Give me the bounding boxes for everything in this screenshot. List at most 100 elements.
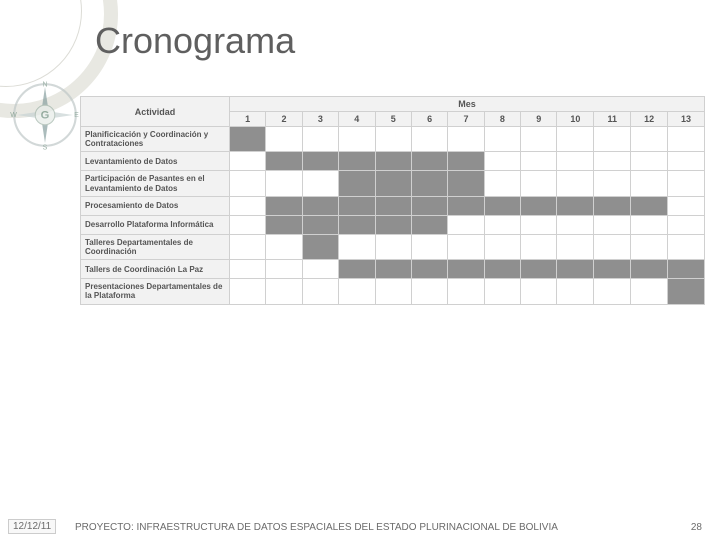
gantt-cell (375, 260, 411, 279)
gantt-cell (411, 279, 447, 304)
month-col: 4 (339, 112, 375, 127)
month-col: 10 (557, 112, 594, 127)
gantt-cell (375, 171, 411, 196)
gantt-cell (594, 260, 631, 279)
month-col: 12 (631, 112, 668, 127)
month-col: 3 (302, 112, 338, 127)
activity-label: Planificicación y Coordinación y Contrat… (81, 127, 230, 152)
gantt-cell (339, 260, 375, 279)
activity-label: Talleres Departamentales de Coordinación (81, 234, 230, 259)
activity-label: Desarrollo Plataforma Informática (81, 215, 230, 234)
gantt-cell (229, 196, 265, 215)
gantt-cell (375, 279, 411, 304)
gantt-cell (448, 171, 484, 196)
gantt-cell (266, 196, 302, 215)
gantt-cell (339, 215, 375, 234)
gantt-cell (375, 196, 411, 215)
gantt-cell (631, 152, 668, 171)
activity-header: Actividad (81, 97, 230, 127)
gantt-cell (521, 260, 557, 279)
gantt-row: Levantamiento de Datos (81, 152, 705, 171)
gantt-cell (668, 215, 705, 234)
gantt-cell (484, 279, 520, 304)
gantt-cell (339, 196, 375, 215)
gantt-cell (557, 234, 594, 259)
gantt-cell (631, 215, 668, 234)
gantt-cell (557, 152, 594, 171)
activity-label: Levantamiento de Datos (81, 152, 230, 171)
compass-n: N (42, 81, 47, 88)
gantt-cell (448, 196, 484, 215)
gantt-cell (266, 127, 302, 152)
gantt-cell (411, 234, 447, 259)
month-col: 8 (484, 112, 520, 127)
gantt-row: Presentaciones Departamentales de la Pla… (81, 279, 705, 304)
gantt-cell (375, 152, 411, 171)
gantt-cell (411, 127, 447, 152)
gantt-cell (448, 279, 484, 304)
gantt-cell (594, 152, 631, 171)
gantt-cell (411, 171, 447, 196)
month-col: 1 (229, 112, 265, 127)
gantt-cell (448, 234, 484, 259)
gantt-cell (266, 171, 302, 196)
gantt-head: Actividad Mes 12345678910111213 (81, 97, 705, 127)
gantt-cell (631, 260, 668, 279)
gantt-cell (521, 234, 557, 259)
gantt-cell (557, 196, 594, 215)
gantt-cell (339, 234, 375, 259)
gantt-cell (668, 171, 705, 196)
month-col: 9 (521, 112, 557, 127)
gantt-cell (448, 260, 484, 279)
compass-w: W (10, 112, 17, 119)
gantt-cell (594, 279, 631, 304)
gantt-cell (302, 279, 338, 304)
gantt-cell (229, 215, 265, 234)
gantt-cell (229, 260, 265, 279)
gantt-row: Participación de Pasantes en el Levantam… (81, 171, 705, 196)
gantt-row: Planificicación y Coordinación y Contrat… (81, 127, 705, 152)
gantt-cell (557, 215, 594, 234)
gantt-row: Procesamiento de Datos (81, 196, 705, 215)
gantt-cell (266, 152, 302, 171)
gantt-cell (375, 215, 411, 234)
gantt-cell (229, 127, 265, 152)
gantt-cell (411, 196, 447, 215)
gantt-cell (266, 215, 302, 234)
gantt-cell (594, 215, 631, 234)
month-col: 11 (594, 112, 631, 127)
gantt-cell (411, 260, 447, 279)
gantt-row: Tallers de Coordinación La Paz (81, 260, 705, 279)
month-col: 6 (411, 112, 447, 127)
gantt-cell (668, 152, 705, 171)
compass-s: S (43, 144, 48, 150)
month-col: 7 (448, 112, 484, 127)
gantt-cell (302, 196, 338, 215)
gantt-cell (557, 279, 594, 304)
gantt-cell (484, 260, 520, 279)
gantt-cell (448, 127, 484, 152)
page-number: 28 (691, 522, 702, 533)
gantt-cell (375, 234, 411, 259)
gantt-cell (484, 196, 520, 215)
gantt-cell (229, 234, 265, 259)
activity-label: Presentaciones Departamentales de la Pla… (81, 279, 230, 304)
gantt-cell (521, 215, 557, 234)
gantt-cell (484, 215, 520, 234)
footer-text: PROYECTO: INFRAESTRUCTURA DE DATOS ESPAC… (75, 522, 558, 533)
page-title: Cronograma (95, 20, 295, 62)
gantt-cell (375, 127, 411, 152)
gantt-cell (557, 171, 594, 196)
gantt-cell (484, 127, 520, 152)
gantt-cell (631, 234, 668, 259)
gantt-cell (484, 152, 520, 171)
gantt-chart: Actividad Mes 12345678910111213 Planific… (80, 96, 705, 305)
gantt-cell (484, 234, 520, 259)
gantt-cell (229, 171, 265, 196)
month-col: 2 (266, 112, 302, 127)
gantt-cell (229, 279, 265, 304)
month-col: 5 (375, 112, 411, 127)
gantt-cell (668, 234, 705, 259)
gantt-cell (668, 260, 705, 279)
gantt-cell (484, 171, 520, 196)
